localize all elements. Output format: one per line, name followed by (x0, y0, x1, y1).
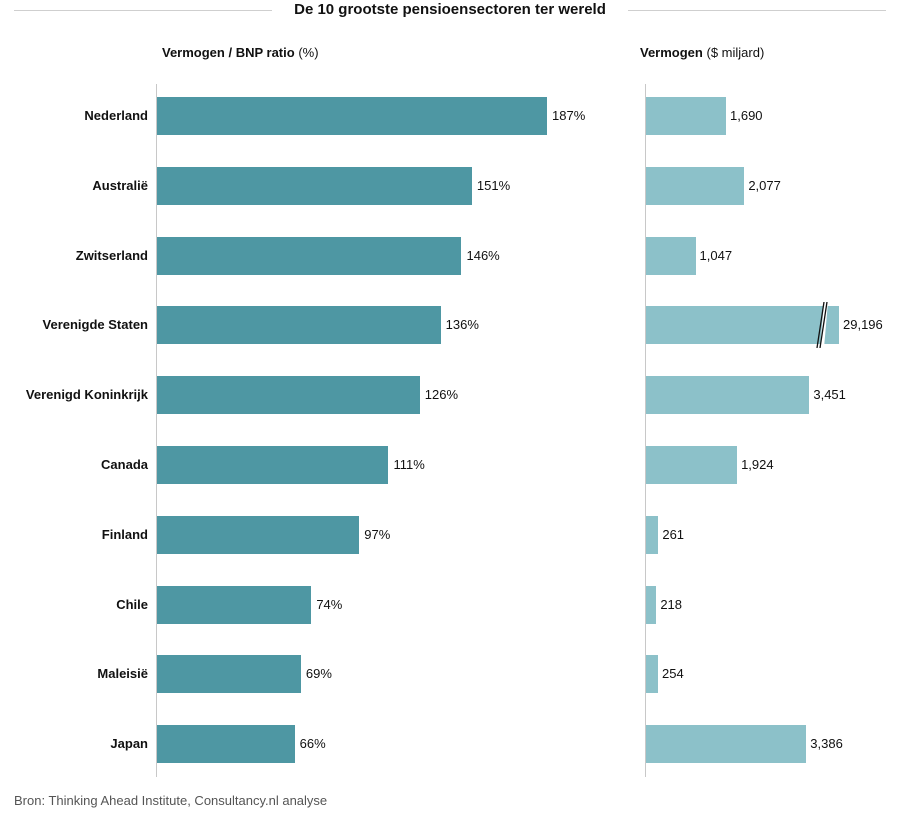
category-label: Japan (110, 736, 148, 752)
category-label: Canada (101, 457, 148, 472)
axis-break-mark (816, 302, 828, 349)
assets-value-label: 218 (660, 596, 683, 612)
assets-axis-line (645, 84, 646, 777)
row-6: Finland 97% 261 (0, 515, 900, 555)
assets-value-label: 1,690 (730, 108, 763, 123)
row-4: Verenigd Koninkrijk 126% 3,451 (0, 375, 900, 415)
assets-value-label: 1,047 (699, 247, 733, 263)
assets-bar (646, 97, 726, 135)
ratio-bar (157, 166, 472, 205)
chart-title: De 10 grootste pensioensectoren ter were… (294, 1, 606, 18)
ratio-bar (157, 585, 312, 624)
assets-value-label: 254 (662, 666, 684, 682)
row-8: Maleisië 69% 254 (0, 654, 900, 694)
source-note: Bron: Thinking Ahead Institute, Consulta… (14, 793, 328, 808)
ratio-bar (157, 236, 462, 275)
assets-value-label: 1,924 (741, 457, 774, 472)
category-label: Zwitserland (75, 247, 148, 263)
assets-bar (646, 515, 659, 554)
assets-bar (646, 306, 839, 345)
ratio-value-label: 97% (364, 526, 391, 542)
ratio-header-unit: (%) (298, 45, 319, 60)
row-5: Canada 111% 1,924 (0, 445, 900, 485)
title-rule-right (628, 10, 886, 11)
category-label: Verenigd Koninkrijk (25, 387, 148, 403)
assets-bar (646, 446, 738, 484)
assets-header-unit: ($ miljard) (706, 45, 765, 60)
ratio-value-label: 136% (445, 317, 479, 333)
row-0: Nederland 187% 1,690 (0, 96, 900, 136)
ratio-value-label: 74% (316, 596, 343, 612)
assets-bar (646, 166, 745, 205)
ratio-value-label: 151% (476, 177, 511, 193)
ratio-bar (157, 376, 420, 415)
ratio-value-label: 126% (424, 387, 459, 403)
assets-bar (646, 376, 810, 415)
assets-value-label: 29,196 (843, 317, 883, 333)
assets-value-label: 2,077 (748, 177, 781, 193)
assets-header-name: Vermogen (640, 45, 703, 60)
assets-bar (646, 655, 659, 694)
title-rule-left (14, 10, 272, 11)
category-label: Chile (116, 596, 148, 612)
row-1: Australië 151% 2,077 (0, 166, 900, 206)
category-label: Maleisië (97, 666, 148, 682)
assets-bar (646, 236, 696, 275)
chart-title-bar: De 10 grootste pensioensectoren ter were… (0, 0, 900, 24)
ratio-bar (157, 306, 441, 345)
ratio-value-label: 66% (299, 736, 326, 752)
ratio-bar (157, 446, 389, 484)
ratio-panel-header: Vermogen / BNP ratio (%) (162, 44, 319, 62)
ratio-value-label: 111% (393, 457, 425, 472)
row-3: Verenigde Staten 136% 29,196 (0, 302, 900, 349)
category-label: Nederland (84, 108, 148, 123)
row-2: Zwitserland 146% 1,047 (0, 236, 900, 276)
category-label: Finland (101, 526, 148, 542)
assets-value-label: 3,451 (813, 387, 846, 403)
ratio-bar (157, 97, 547, 135)
row-7: Chile 74% 218 (0, 585, 900, 625)
row-9: Japan 66% 3,386 (0, 724, 900, 764)
assets-bar (646, 725, 807, 764)
assets-value-label: 3,386 (810, 736, 843, 752)
category-label: Australië (92, 177, 148, 193)
category-label: Verenigde Staten (42, 317, 148, 333)
ratio-value-label: 146% (466, 247, 500, 263)
assets-value-label: 261 (662, 526, 685, 542)
ratio-bar (157, 725, 295, 764)
ratio-bar (157, 515, 360, 554)
ratio-axis-line (156, 84, 157, 777)
ratio-value-label: 69% (305, 666, 332, 682)
ratio-value-label: 187% (552, 108, 586, 123)
assets-panel-header: Vermogen ($ miljard) (640, 44, 764, 62)
ratio-bar (157, 655, 301, 694)
ratio-header-name: Vermogen / BNP ratio (162, 45, 295, 60)
assets-bar (646, 585, 657, 624)
